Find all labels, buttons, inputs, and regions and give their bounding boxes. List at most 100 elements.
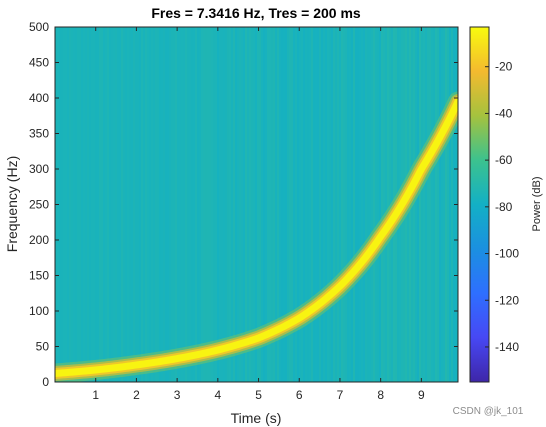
noise-stripe bbox=[137, 27, 139, 382]
noise-stripe bbox=[253, 27, 255, 382]
noise-stripe bbox=[421, 27, 423, 382]
noise-stripe bbox=[377, 27, 379, 382]
noise-stripe bbox=[127, 27, 129, 382]
noise-stripe bbox=[299, 27, 301, 382]
y-tick-label: 400 bbox=[29, 91, 49, 105]
noise-stripe bbox=[129, 27, 131, 382]
noise-stripe bbox=[79, 27, 81, 382]
noise-stripe bbox=[75, 27, 77, 382]
noise-stripe bbox=[441, 27, 443, 382]
noise-stripe bbox=[151, 27, 153, 382]
noise-stripe bbox=[115, 27, 117, 382]
noise-stripe bbox=[147, 27, 149, 382]
noise-stripe bbox=[135, 27, 137, 382]
noise-stripe bbox=[373, 27, 375, 382]
noise-stripe bbox=[381, 27, 383, 382]
noise-stripe bbox=[249, 27, 251, 382]
noise-stripe bbox=[83, 27, 85, 382]
noise-stripe bbox=[239, 27, 241, 382]
noise-stripe bbox=[319, 27, 321, 382]
noise-stripe bbox=[189, 27, 191, 382]
noise-stripe bbox=[429, 27, 431, 382]
y-tick-label: 300 bbox=[29, 162, 49, 176]
noise-stripe bbox=[359, 27, 361, 382]
x-tick-label: 4 bbox=[214, 388, 221, 402]
noise-stripe bbox=[293, 27, 295, 382]
noise-stripe bbox=[229, 27, 231, 382]
noise-stripe bbox=[245, 27, 247, 382]
x-tick-label: 1 bbox=[92, 388, 99, 402]
noise-stripe bbox=[423, 27, 425, 382]
noise-stripe bbox=[169, 27, 171, 382]
chart-title: Fres = 7.3416 Hz, Tres = 200 ms bbox=[151, 5, 361, 21]
colorbar-tick-label: -40 bbox=[495, 106, 513, 120]
noise-stripe bbox=[265, 27, 267, 382]
noise-stripe bbox=[365, 27, 367, 382]
colorbar-tick-label: -20 bbox=[495, 60, 513, 74]
noise-stripe bbox=[233, 27, 235, 382]
noise-stripe bbox=[311, 27, 313, 382]
noise-stripe bbox=[93, 27, 95, 382]
y-axis-ticks: 0 50 100 150 200 250 300 350 400 450 500 bbox=[29, 20, 458, 389]
noise-stripe bbox=[223, 27, 225, 382]
noise-stripe bbox=[307, 27, 309, 382]
noise-stripe bbox=[133, 27, 135, 382]
noise-stripe bbox=[337, 27, 339, 382]
noise-stripe bbox=[161, 27, 163, 382]
noise-stripe bbox=[145, 27, 147, 382]
noise-stripe bbox=[103, 27, 105, 382]
noise-stripe bbox=[191, 27, 193, 382]
noise-stripe bbox=[449, 27, 451, 382]
noise-stripe bbox=[297, 27, 299, 382]
noise-stripe bbox=[339, 27, 341, 382]
noise-stripe bbox=[271, 27, 273, 382]
noise-stripe bbox=[285, 27, 287, 382]
noise-stripe bbox=[201, 27, 203, 382]
noise-stripe bbox=[327, 27, 329, 382]
noise-stripe bbox=[425, 27, 427, 382]
noise-stripe bbox=[217, 27, 219, 382]
noise-stripe bbox=[325, 27, 327, 382]
noise-stripe bbox=[257, 27, 259, 382]
noise-stripe bbox=[357, 27, 359, 382]
noise-stripe bbox=[323, 27, 325, 382]
noise-stripe bbox=[355, 27, 357, 382]
noise-stripe bbox=[321, 27, 323, 382]
noise-stripe bbox=[183, 27, 185, 382]
noise-stripe bbox=[63, 27, 65, 382]
noise-stripe bbox=[447, 27, 449, 382]
noise-stripe bbox=[317, 27, 319, 382]
noise-stripe bbox=[295, 27, 297, 382]
noise-stripe bbox=[173, 27, 175, 382]
noise-stripe bbox=[301, 27, 303, 382]
noise-stripe bbox=[241, 27, 243, 382]
x-axis-label: Time (s) bbox=[231, 410, 282, 426]
noise-stripe bbox=[255, 27, 257, 382]
noise-stripe bbox=[341, 27, 343, 382]
noise-stripe bbox=[419, 27, 421, 382]
noise-stripe bbox=[369, 27, 371, 382]
noise-stripe bbox=[261, 27, 263, 382]
noise-stripe bbox=[99, 27, 101, 382]
colorbar-gradient bbox=[469, 26, 490, 383]
noise-stripe bbox=[289, 27, 291, 382]
chirp-ridge bbox=[55, 91, 458, 382]
noise-stripe bbox=[367, 27, 369, 382]
noise-stripe bbox=[305, 27, 307, 382]
noise-stripe bbox=[331, 27, 333, 382]
noise-stripe bbox=[371, 27, 373, 382]
noise-stripe bbox=[375, 27, 377, 382]
noise-stripe bbox=[153, 27, 155, 382]
noise-stripe bbox=[345, 27, 347, 382]
noise-stripe bbox=[125, 27, 127, 382]
noise-stripe bbox=[439, 27, 441, 382]
noise-stripe bbox=[85, 27, 87, 382]
noise-stripe bbox=[309, 27, 311, 382]
noise-stripe bbox=[185, 27, 187, 382]
noise-stripe bbox=[101, 27, 103, 382]
noise-stripe bbox=[219, 27, 221, 382]
noise-stripe bbox=[415, 27, 417, 382]
ridge-band bbox=[55, 98, 458, 377]
noise-stripe bbox=[177, 27, 179, 382]
